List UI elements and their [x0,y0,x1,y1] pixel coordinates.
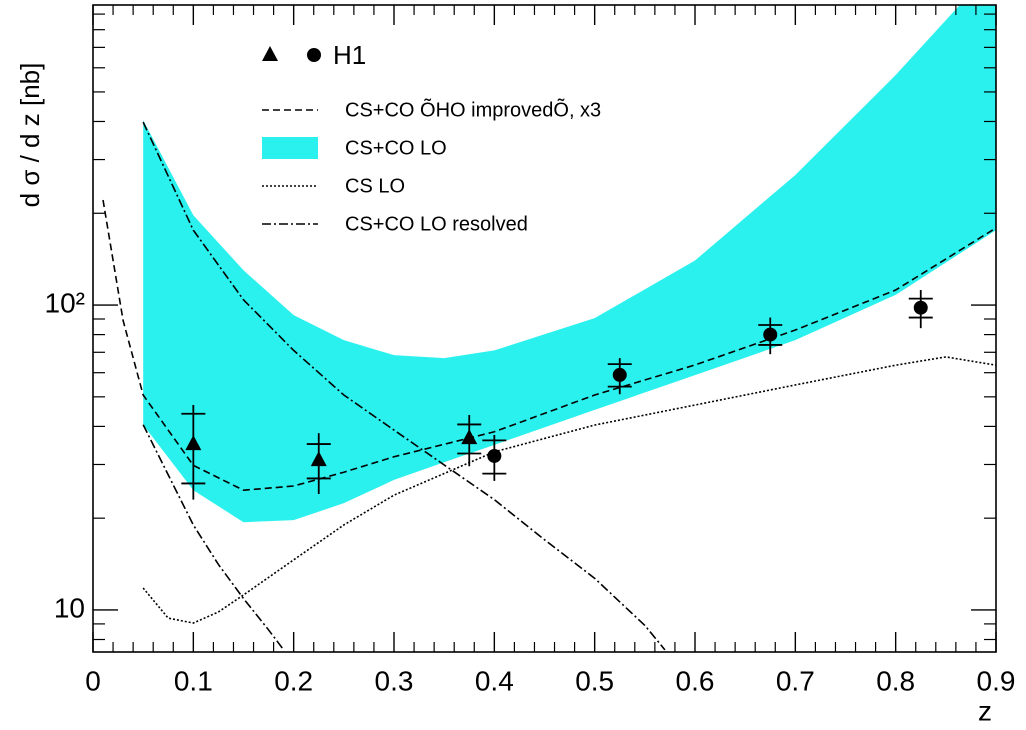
y-axis-label: d σ / d z [nb] [15,63,45,208]
data-point [310,451,327,467]
legend-marker [262,46,278,61]
legend-label: CS+CO LO resolved [345,213,528,235]
plot-frame [92,4,997,653]
x-axis-label: z [978,695,992,726]
x-tick-label: 0 [85,665,101,696]
legend-label: CS+CO ÕHO improvedÕ, x3 [345,97,601,121]
y-tick-label: 10 [54,592,85,623]
x-tick-label: 0.6 [676,665,715,696]
legend-marker [307,48,321,62]
data-point [612,367,627,382]
y-tick-label: 10² [45,287,85,318]
x-tick-label: 0.4 [475,665,514,696]
legend-swatch [262,137,318,159]
data-point [763,327,778,342]
legend-label: H1 [333,40,366,70]
curve [142,356,996,624]
curve [142,121,666,651]
x-tick-label: 0.2 [274,665,313,696]
data-point [185,435,202,451]
data-point [461,429,478,445]
x-tick-label: 0.1 [174,665,213,696]
x-tick-label: 0.9 [977,665,1016,696]
curve [142,424,285,651]
x-tick-label: 0.5 [575,665,614,696]
legend-label: CS LO [345,175,405,197]
plot-area [102,5,996,651]
data-point [487,448,502,463]
curve [102,199,996,492]
data-point [913,300,928,315]
x-tick-label: 0.3 [375,665,414,696]
legend-label: CS+CO LO [345,137,447,159]
x-tick-label: 0.7 [776,665,815,696]
x-tick-label: 0.8 [876,665,915,696]
band [143,5,996,523]
